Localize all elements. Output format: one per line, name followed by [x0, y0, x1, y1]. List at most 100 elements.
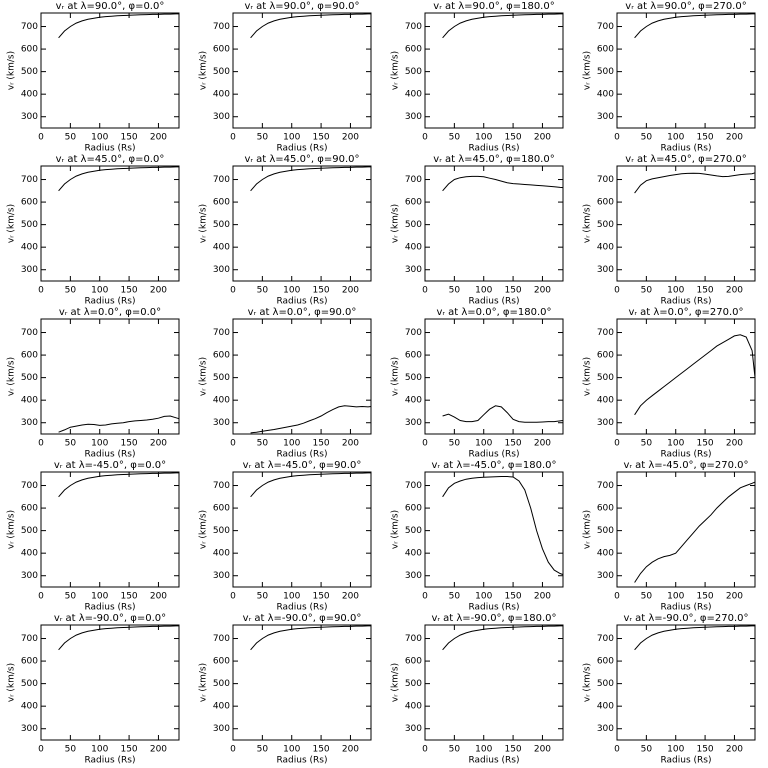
x-tick-label: 200 — [726, 745, 743, 755]
y-tick-label: 600 — [405, 45, 422, 55]
x-tick-label: 200 — [534, 286, 551, 296]
y-tick-label: 700 — [213, 328, 230, 338]
plot-frame — [40, 165, 180, 282]
y-tick-label: 600 — [21, 45, 38, 55]
x-tick-label: 200 — [342, 745, 359, 755]
x-axis-label: Radius (Rs) — [276, 603, 327, 613]
y-tick-label: 700 — [213, 22, 230, 32]
y-tick-label: 400 — [21, 243, 38, 253]
x-tick-label: 200 — [534, 592, 551, 602]
x-tick-label: 50 — [257, 133, 269, 143]
x-tick-label: 0 — [230, 592, 236, 602]
y-tick-label: 400 — [597, 702, 614, 712]
x-axis-label: Radius (Rs) — [468, 603, 519, 613]
plot-frame — [232, 318, 372, 435]
y-tick-label: 700 — [405, 328, 422, 338]
y-tick-label: 400 — [597, 396, 614, 406]
x-tick-label: 200 — [150, 439, 167, 449]
y-tick-label: 400 — [405, 396, 422, 406]
data-line — [442, 405, 564, 423]
x-tick-label: 100 — [475, 439, 492, 449]
y-tick-label: 300 — [21, 112, 38, 122]
y-tick-label: 700 — [597, 175, 614, 185]
y-tick-label: 700 — [597, 634, 614, 644]
x-axis-label: Radius (Rs) — [660, 756, 711, 766]
y-tick-label: 300 — [21, 418, 38, 428]
x-tick-label: 100 — [667, 439, 684, 449]
y-tick-label: 600 — [597, 198, 614, 208]
y-tick-label: 600 — [21, 504, 38, 514]
x-tick-label: 150 — [120, 745, 137, 755]
data-line — [58, 166, 179, 192]
x-tick-label: 200 — [342, 592, 359, 602]
y-axis-label: vᵣ (km/s) — [199, 510, 209, 549]
y-axis-label: vᵣ (km/s) — [199, 357, 209, 396]
plot-frame — [232, 12, 372, 129]
x-tick-label: 100 — [283, 439, 300, 449]
chart-title: vᵣ at λ=-45.0°, φ=90.0° — [243, 460, 362, 471]
x-tick-label: 100 — [475, 286, 492, 296]
x-tick-label: 100 — [667, 745, 684, 755]
y-tick-label: 600 — [213, 198, 230, 208]
data-line — [250, 166, 371, 192]
x-tick-label: 200 — [726, 592, 743, 602]
y-tick-label: 700 — [597, 328, 614, 338]
y-tick-label: 300 — [405, 418, 422, 428]
y-tick-label: 400 — [213, 243, 230, 253]
x-tick-label: 100 — [667, 592, 684, 602]
x-tick-label: 50 — [449, 592, 461, 602]
y-tick-label: 700 — [213, 175, 230, 185]
y-tick-label: 400 — [213, 90, 230, 100]
x-tick-label: 50 — [257, 592, 269, 602]
x-tick-label: 0 — [38, 133, 44, 143]
x-tick-label: 50 — [641, 133, 653, 143]
x-axis-label: Radius (Rs) — [468, 297, 519, 307]
chart-title: vᵣ at λ=-45.0°, φ=270.0° — [623, 460, 748, 471]
x-tick-label: 150 — [504, 439, 521, 449]
y-tick-label: 400 — [597, 243, 614, 253]
y-tick-label: 300 — [213, 265, 230, 275]
x-tick-label: 200 — [534, 439, 551, 449]
y-axis-label: vᵣ (km/s) — [7, 204, 17, 243]
y-axis-label: vᵣ (km/s) — [199, 663, 209, 702]
y-tick-label: 300 — [405, 265, 422, 275]
x-tick-label: 0 — [422, 286, 428, 296]
y-tick-label: 500 — [213, 67, 230, 77]
chart-title: vᵣ at λ=0.0°, φ=180.0° — [436, 307, 551, 318]
plot-frame — [232, 471, 372, 588]
y-tick-label: 600 — [597, 504, 614, 514]
plot-frame — [232, 165, 372, 282]
chart-title: vᵣ at λ=-45.0°, φ=0.0° — [54, 460, 166, 471]
y-tick-label: 700 — [21, 175, 38, 185]
data-line — [250, 625, 371, 651]
x-tick-label: 200 — [726, 286, 743, 296]
x-tick-label: 100 — [283, 592, 300, 602]
y-tick-label: 300 — [213, 418, 230, 428]
chart-title: vᵣ at λ=45.0°, φ=0.0° — [56, 154, 165, 165]
x-tick-label: 200 — [342, 439, 359, 449]
y-axis-label: vᵣ (km/s) — [199, 204, 209, 243]
data-line — [58, 415, 180, 433]
chart-title: vᵣ at λ=-45.0°, φ=180.0° — [431, 460, 556, 471]
y-tick-label: 400 — [405, 90, 422, 100]
y-axis-label: vᵣ (km/s) — [391, 204, 401, 243]
data-line — [250, 472, 371, 498]
y-axis-label: vᵣ (km/s) — [583, 510, 593, 549]
x-tick-label: 50 — [65, 439, 77, 449]
y-tick-label: 300 — [405, 112, 422, 122]
y-tick-label: 400 — [213, 549, 230, 559]
y-axis-label: vᵣ (km/s) — [7, 510, 17, 549]
y-axis-label: vᵣ (km/s) — [391, 510, 401, 549]
x-tick-label: 50 — [449, 439, 461, 449]
y-tick-label: 700 — [405, 22, 422, 32]
y-tick-label: 600 — [597, 45, 614, 55]
chart-title: vᵣ at λ=90.0°, φ=270.0° — [625, 1, 746, 12]
data-line — [250, 13, 371, 39]
y-tick-label: 300 — [405, 571, 422, 581]
x-tick-label: 200 — [342, 286, 359, 296]
y-tick-label: 700 — [213, 481, 230, 491]
y-tick-label: 500 — [213, 526, 230, 536]
plot-frame — [616, 12, 756, 129]
x-tick-label: 100 — [91, 439, 108, 449]
